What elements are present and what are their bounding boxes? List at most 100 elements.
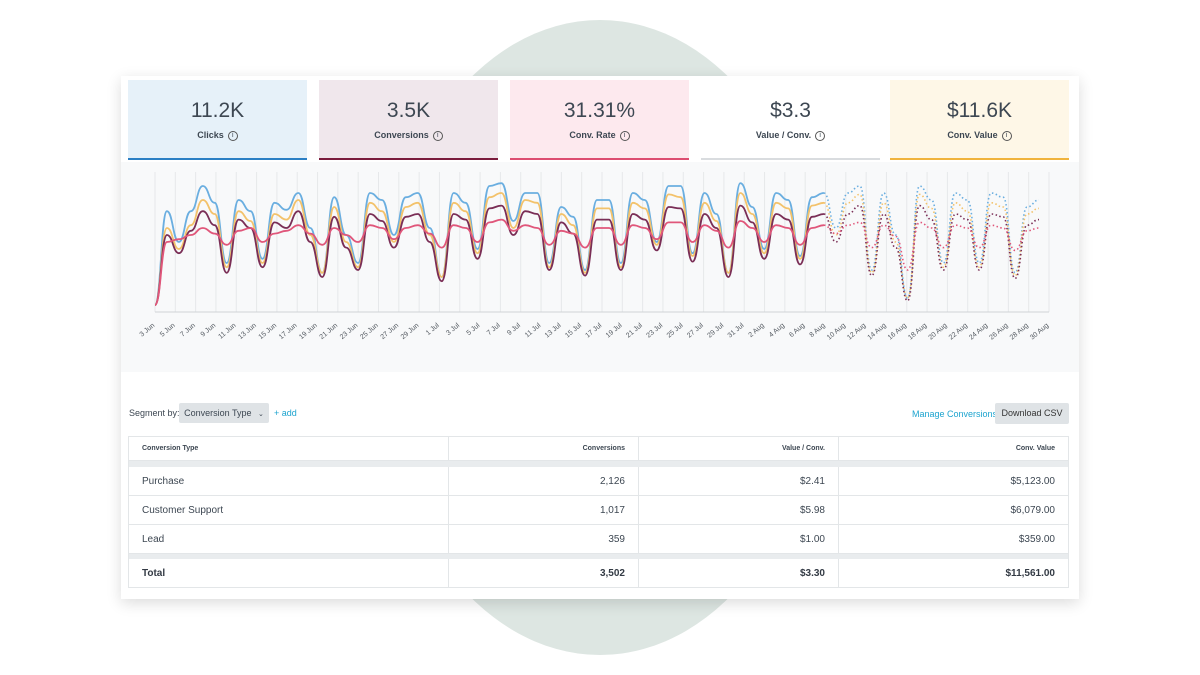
manage-conversions-link[interactable]: Manage Conversions: [912, 409, 998, 419]
download-csv-button[interactable]: Download CSV: [995, 403, 1069, 424]
table-header-row: Conversion Type Conversions Value / Conv…: [129, 437, 1068, 461]
table-row[interactable]: Purchase 2,126 $2.41 $5,123.00: [129, 467, 1068, 496]
kpi-clicks[interactable]: 11.2K Clicks i: [128, 80, 307, 160]
x-tick-label: 16 Aug: [887, 322, 908, 341]
header-separator: [129, 461, 1068, 467]
x-tick-label: 3 Jul: [445, 322, 461, 337]
x-tick-label: 2 Aug: [748, 322, 766, 339]
kpi-label-wrap: Conversions i: [319, 130, 498, 141]
kpi-label-wrap: Conv. Value i: [890, 130, 1069, 141]
x-tick-label: 19 Jul: [605, 322, 624, 340]
segment-select[interactable]: Conversion Type ⌄: [179, 403, 269, 423]
total-separator: [129, 554, 1068, 559]
col-header-conversions[interactable]: Conversions: [448, 437, 638, 460]
chart-svg: 3 Jun 5 Jun 7 Jun 9 Jun 11 Jun 13 Jun 15 Jun 17…: [139, 172, 1050, 342]
series-line-1: [154, 192, 825, 306]
col-header-conv-value[interactable]: Conv. Value: [838, 437, 1068, 460]
x-tick-label: 9 Jul: [506, 322, 522, 337]
x-tick-label: 10 Aug: [826, 322, 847, 341]
kpi-label-wrap: Value / Conv. i: [701, 130, 880, 141]
kpi-label: Conversions: [374, 130, 429, 140]
x-tick-label: 7 Jun: [179, 322, 197, 338]
x-tick-label: 27 Jun: [379, 322, 400, 341]
kpi-value: 3.5K: [386, 99, 431, 122]
table-row[interactable]: Customer Support 1,017 $5.98 $6,079.00: [129, 496, 1068, 525]
info-icon[interactable]: i: [619, 130, 630, 141]
kpi-label: Value / Conv.: [755, 130, 812, 140]
x-tick-label: 25 Jun: [359, 322, 380, 341]
add-segment-link[interactable]: + add: [274, 408, 297, 418]
segment-label: Segment by:: [129, 408, 180, 418]
kpi-conv-rate[interactable]: 31.31% Conv. Rate i: [510, 80, 689, 160]
x-tick-label: 15 Jun: [258, 322, 279, 341]
total-label: Total: [142, 567, 166, 579]
x-tick-label: 19 Jun: [298, 322, 319, 341]
total-conversions: 3,502: [448, 559, 638, 587]
x-tick-label: 17 Jun: [278, 322, 299, 341]
kpi-label-wrap: Clicks i: [128, 130, 307, 141]
x-tick-label: 5 Jun: [159, 322, 177, 338]
cell-value-per-conv: $2.41: [638, 467, 838, 495]
segment-row: Segment by: Conversion Type ⌄ + add Mana…: [121, 403, 1079, 425]
x-tick-label: 29 Jul: [706, 322, 725, 340]
kpi-row: 11.2K Clicks i 3.5K Conversions i 31.31% C…: [128, 80, 1069, 160]
info-icon[interactable]: i: [432, 130, 443, 141]
x-tick-label: 3 Jun: [139, 322, 157, 338]
kpi-label: Conv. Value: [947, 130, 998, 140]
x-tick-label: 21 Jul: [625, 322, 644, 340]
x-tick-label: 7 Jul: [486, 322, 502, 337]
table-row[interactable]: Lead 359 $1.00 $359.00: [129, 525, 1068, 554]
kpi-value: 31.31%: [563, 99, 636, 122]
info-icon[interactable]: i: [1001, 130, 1012, 141]
cell-type: Purchase: [142, 475, 185, 487]
x-tick-label: 15 Jul: [564, 322, 583, 340]
conversions-table: Conversion Type Conversions Value / Conv…: [128, 436, 1069, 588]
cell-conv-value: $359.00: [838, 525, 1068, 553]
line-chart[interactable]: 3 Jun 5 Jun 7 Jun 9 Jun 11 Jun 13 Jun 15 Jun 17…: [121, 162, 1079, 372]
x-tick-label: 31 Jul: [727, 322, 746, 340]
kpi-value: $3.3: [770, 99, 811, 122]
x-tick-label: 11 Jun: [217, 322, 237, 341]
x-tick-label: 4 Aug: [768, 322, 786, 339]
x-tick-label: 11 Jul: [524, 322, 543, 339]
x-tick-label: 8 Aug: [809, 322, 827, 339]
x-tick-label: 14 Aug: [867, 322, 888, 341]
x-tick-label: 23 Jun: [339, 322, 360, 341]
kpi-conv-value[interactable]: $11.6K Conv. Value i: [890, 80, 1069, 160]
kpi-underline: [890, 158, 1069, 160]
cell-value-per-conv: $5.98: [638, 496, 838, 524]
x-tick-label: 26 Aug: [988, 322, 1009, 341]
x-tick-label: 9 Jun: [200, 322, 218, 338]
series-forecast-line-2: [823, 204, 1040, 302]
dashboard-panel: 11.2K Clicks i 3.5K Conversions i 31.31% C…: [121, 76, 1079, 599]
x-tick-label: 12 Aug: [846, 322, 867, 341]
kpi-underline: [128, 158, 307, 160]
kpi-value: $11.6K: [947, 99, 1012, 122]
cell-type: Lead: [142, 533, 165, 545]
total-value-per-conv: $3.30: [638, 559, 838, 587]
segment-select-value: Conversion Type: [184, 408, 252, 418]
info-icon[interactable]: i: [815, 130, 826, 141]
cell-conv-value: $5,123.00: [838, 467, 1068, 495]
kpi-label: Clicks: [197, 130, 224, 140]
x-tick-label: 22 Aug: [948, 322, 969, 341]
cell-value-per-conv: $1.00: [638, 525, 838, 553]
kpi-underline: [319, 158, 498, 160]
x-tick-label: 24 Aug: [968, 322, 989, 341]
cell-conv-value: $6,079.00: [838, 496, 1068, 524]
cell-conversions: 359: [448, 525, 638, 553]
x-tick-label: 30 Aug: [1029, 322, 1050, 341]
cell-conversions: 1,017: [448, 496, 638, 524]
kpi-conversions[interactable]: 3.5K Conversions i: [319, 80, 498, 160]
series-line-2: [154, 204, 825, 306]
x-tick-label: 25 Jul: [666, 322, 685, 340]
kpi-underline: [510, 158, 689, 160]
info-icon[interactable]: i: [227, 130, 238, 141]
x-tick-label: 23 Jul: [645, 322, 664, 340]
col-header-conversion-type[interactable]: Conversion Type: [142, 445, 199, 452]
col-header-value-per-conv[interactable]: Value / Conv.: [638, 437, 838, 460]
kpi-label-wrap: Conv. Rate i: [510, 130, 689, 141]
kpi-value-per-conv[interactable]: $3.3 Value / Conv. i: [701, 80, 880, 160]
series-line-3: [154, 218, 825, 306]
kpi-value: 11.2K: [190, 99, 245, 122]
